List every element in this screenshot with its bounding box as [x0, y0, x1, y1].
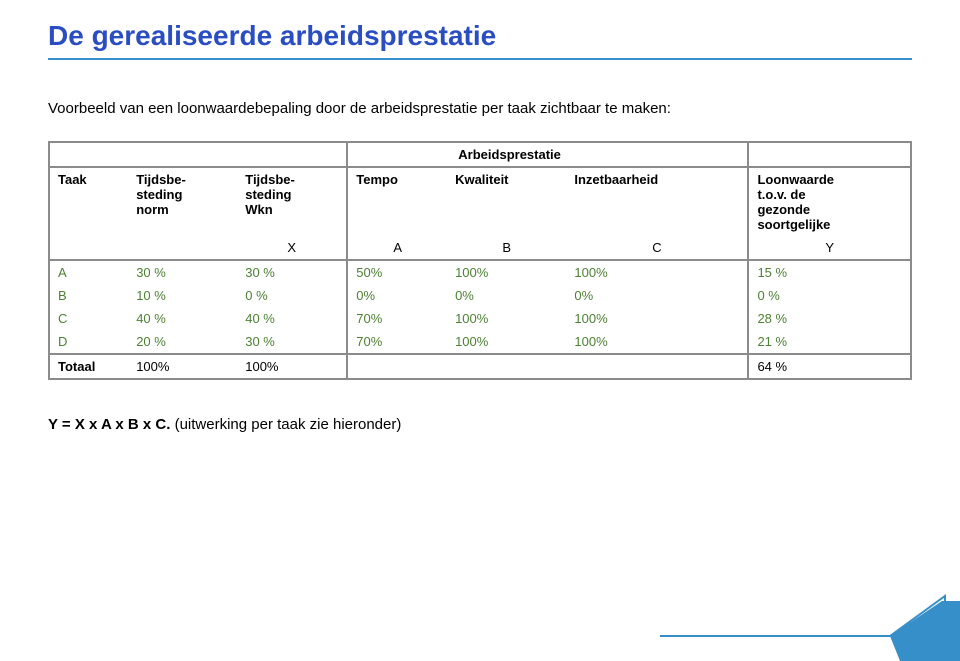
col-loonwaarde: Loonwaarde t.o.v. de gezonde soortgelijk… — [748, 167, 911, 236]
data-table: Arbeidsprestatie Taak Tijdsbe- steding n… — [48, 141, 912, 380]
loonwaarde-l2: t.o.v. de — [757, 187, 805, 202]
cell-tempo: 70% — [347, 330, 447, 354]
cell-norm: 20 % — [128, 330, 237, 354]
col-inzetbaarheid: Inzetbaarheid — [566, 167, 748, 236]
cell-wkn: 0 % — [237, 284, 347, 307]
table-row: D 20 % 30 % 70% 100% 100% 21 % — [49, 330, 911, 354]
col-tijdsbe-norm: Tijdsbe- steding norm — [128, 167, 237, 236]
cell-tempo: 70% — [347, 307, 447, 330]
page-title: De gerealiseerde arbeidsprestatie — [48, 20, 912, 52]
col-tempo: Tempo — [347, 167, 447, 236]
tijdsbe-wkn-l3: Wkn — [245, 202, 272, 217]
table-row: C 40 % 40 % 70% 100% 100% 28 % — [49, 307, 911, 330]
tijdsbe-norm-l1: Tijdsbe- — [136, 172, 186, 187]
letter-c: C — [566, 236, 748, 260]
totaal-label: Totaal — [49, 354, 128, 379]
tijdsbe-wkn-l2: steding — [245, 187, 291, 202]
tijdsbe-norm-l3: norm — [136, 202, 169, 217]
tijdsbe-norm-l2: steding — [136, 187, 182, 202]
cell-taak: A — [49, 260, 128, 284]
cell-wkn: 30 % — [237, 260, 347, 284]
cell-loon: 15 % — [748, 260, 911, 284]
totaal-norm: 100% — [128, 354, 237, 379]
table-row: B 10 % 0 % 0% 0% 0% 0 % — [49, 284, 911, 307]
table-row: A 30 % 30 % 50% 100% 100% 15 % — [49, 260, 911, 284]
cell-wkn: 40 % — [237, 307, 347, 330]
cell-wkn: 30 % — [237, 330, 347, 354]
cell-loon: 28 % — [748, 307, 911, 330]
cell-norm: 30 % — [128, 260, 237, 284]
cell-kwaliteit: 100% — [447, 330, 566, 354]
totaal-loon: 64 % — [748, 354, 911, 379]
loonwaarde-l3: gezonde — [757, 202, 810, 217]
footer-triangle-icon — [660, 591, 960, 661]
letter-a: A — [347, 236, 447, 260]
cell-inzet: 100% — [566, 330, 748, 354]
cell-taak: C — [49, 307, 128, 330]
cell-inzet: 0% — [566, 284, 748, 307]
col-tijdsbe-wkn: Tijdsbe- steding Wkn — [237, 167, 347, 236]
cell-kwaliteit: 100% — [447, 260, 566, 284]
tijdsbe-wkn-l1: Tijdsbe- — [245, 172, 295, 187]
loonwaarde-l4: soortgelijke — [757, 217, 830, 232]
totaal-wkn: 100% — [237, 354, 347, 379]
col-taak: Taak — [49, 167, 128, 236]
subtitle-text: Voorbeeld van een loonwaardebepaling doo… — [48, 100, 912, 117]
cell-kwaliteit: 0% — [447, 284, 566, 307]
cell-inzet: 100% — [566, 260, 748, 284]
cell-tempo: 50% — [347, 260, 447, 284]
letter-b: B — [447, 236, 566, 260]
title-underline — [48, 58, 912, 60]
formula-rest: (uitwerking per taak zie hieronder) — [170, 416, 401, 433]
cell-inzet: 100% — [566, 307, 748, 330]
cell-taak: D — [49, 330, 128, 354]
cell-taak: B — [49, 284, 128, 307]
totaal-row: Totaal 100% 100% 64 % — [49, 354, 911, 379]
col-kwaliteit: Kwaliteit — [447, 167, 566, 236]
loonwaarde-l1: Loonwaarde — [757, 172, 834, 187]
arbeidsprestatie-header: Arbeidsprestatie — [347, 142, 748, 167]
letter-x: X — [237, 236, 347, 260]
cell-loon: 0 % — [748, 284, 911, 307]
cell-kwaliteit: 100% — [447, 307, 566, 330]
formula-prefix: Y = X x A x B x C. — [48, 416, 170, 433]
formula-text: Y = X x A x B x C. (uitwerking per taak … — [48, 416, 912, 433]
letter-y: Y — [748, 236, 911, 260]
cell-norm: 40 % — [128, 307, 237, 330]
cell-norm: 10 % — [128, 284, 237, 307]
cell-loon: 21 % — [748, 330, 911, 354]
cell-tempo: 0% — [347, 284, 447, 307]
